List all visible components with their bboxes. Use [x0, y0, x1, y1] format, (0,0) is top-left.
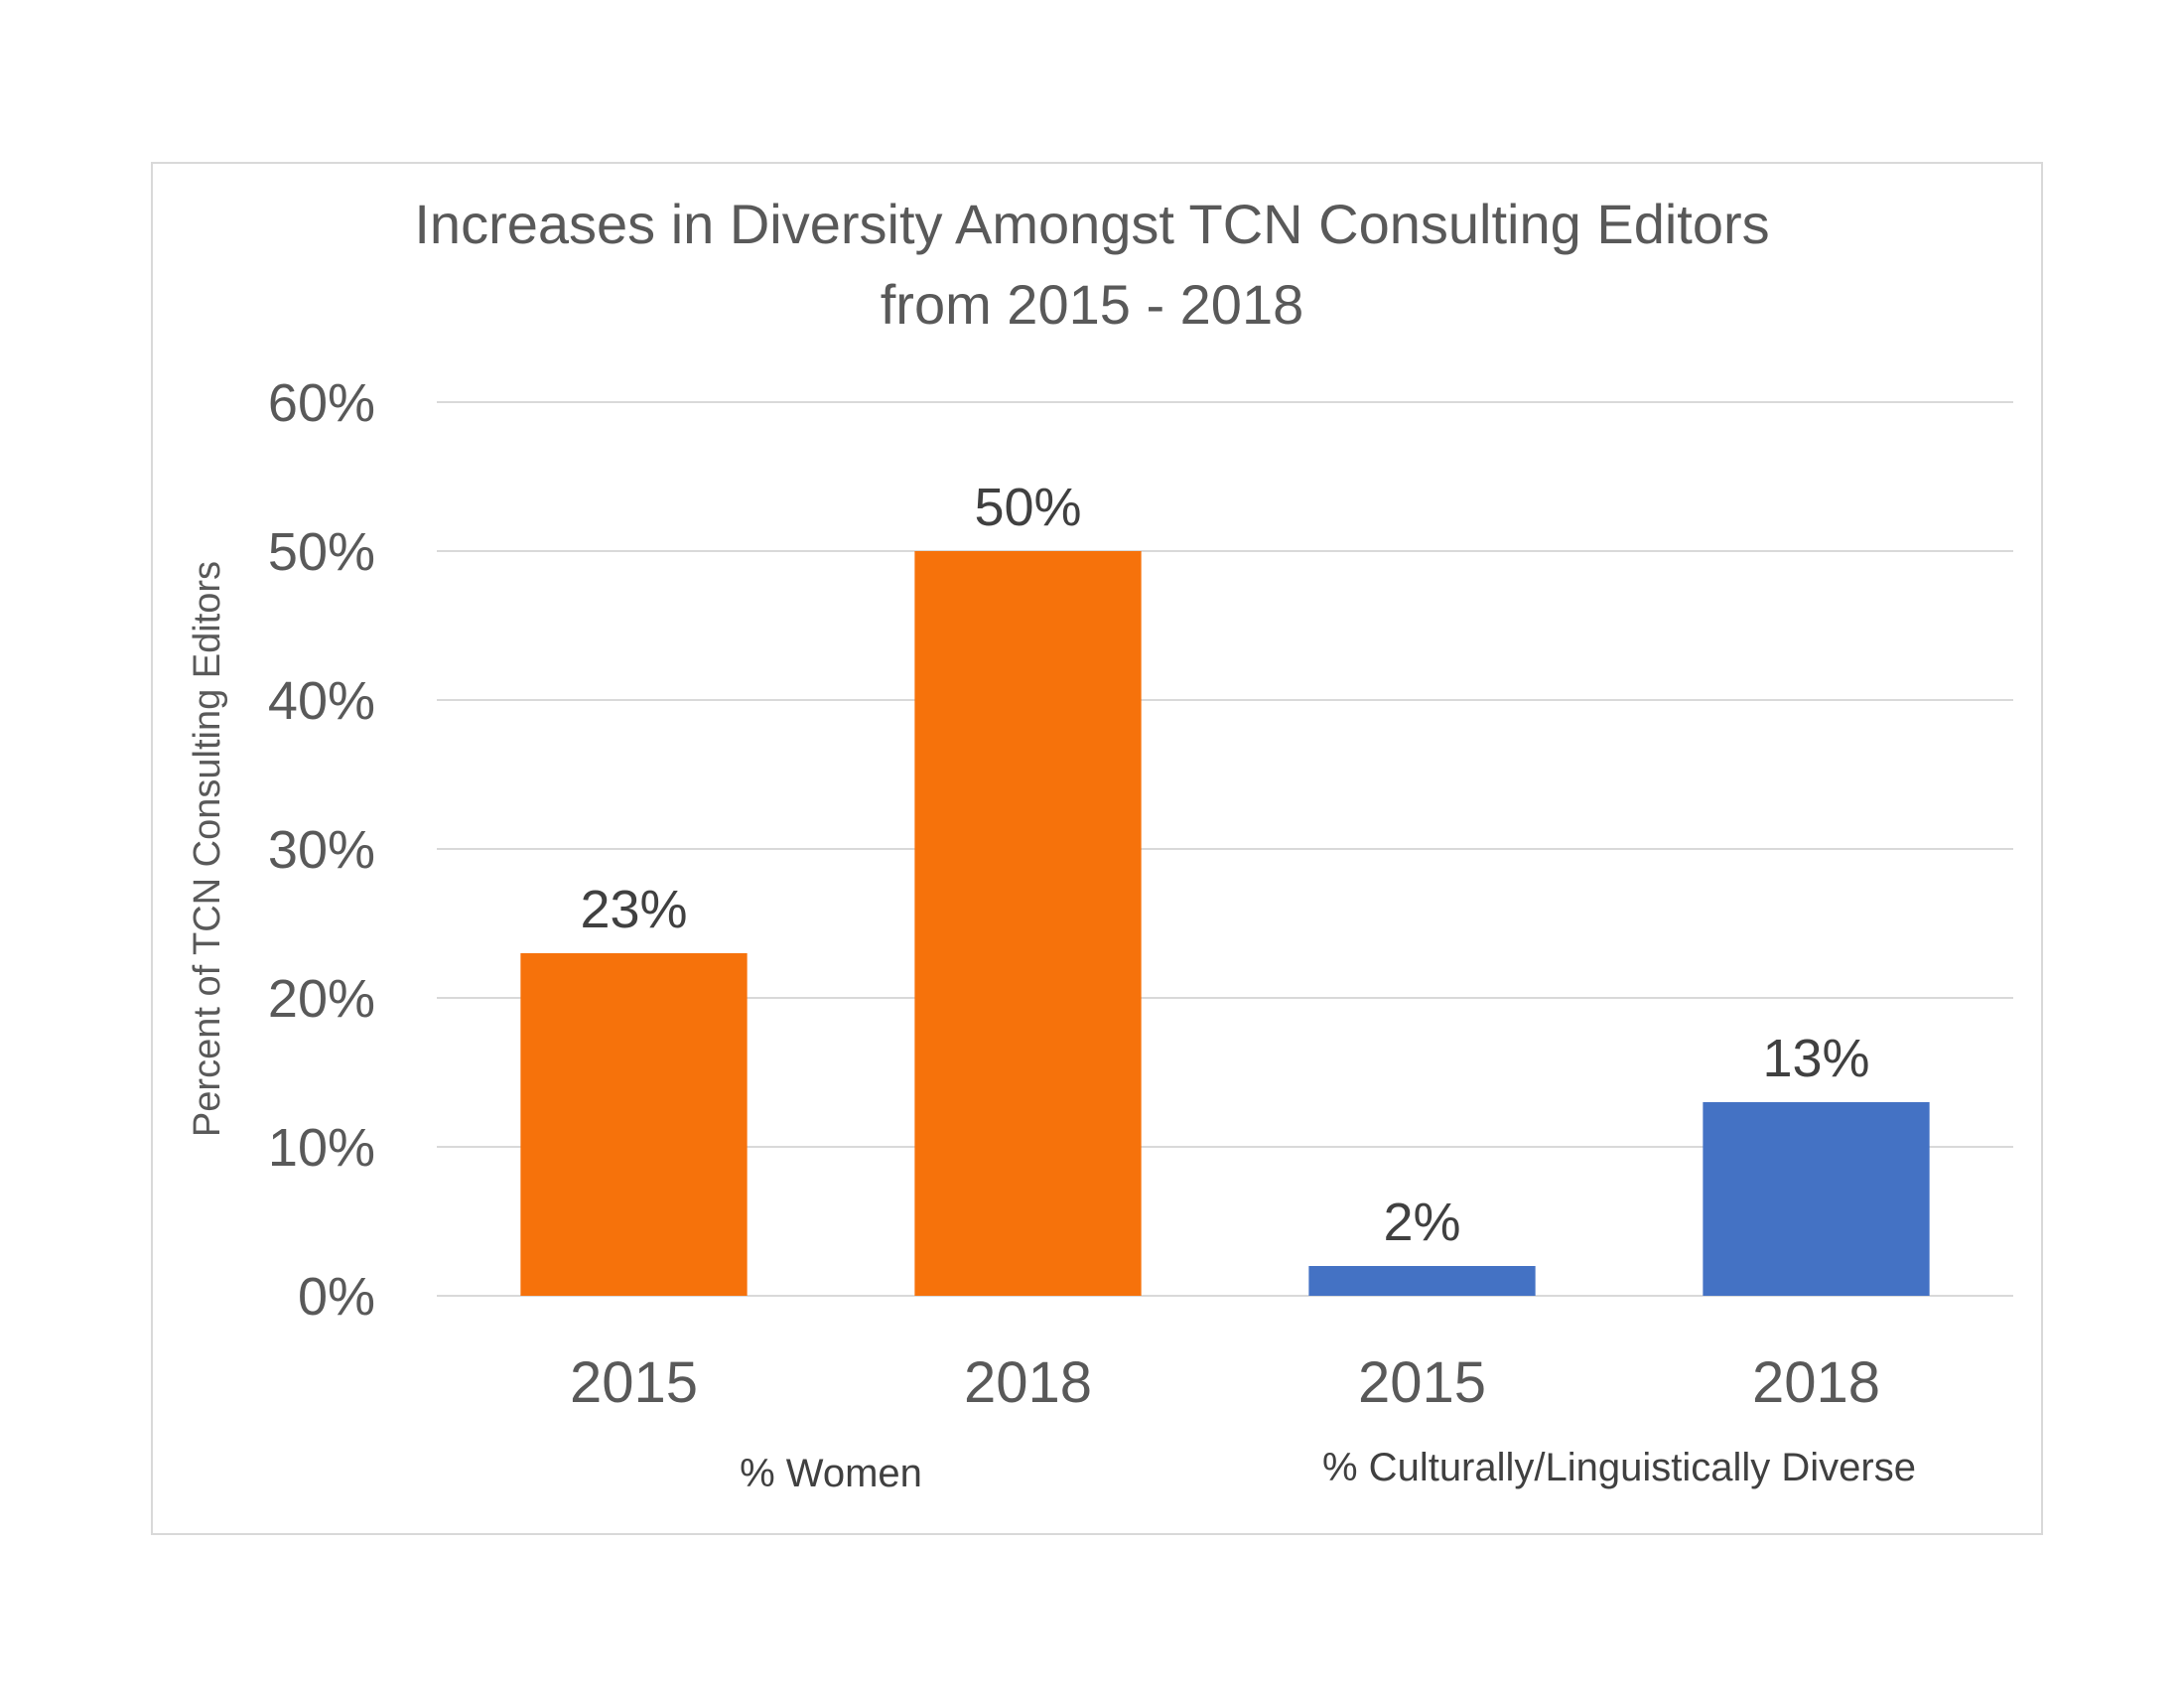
- bars: [520, 551, 1930, 1296]
- data-labels: 23% 50% 2% 13%: [580, 478, 1869, 1252]
- bar: [914, 551, 1142, 1296]
- group-label: % Women: [740, 1452, 922, 1495]
- bar: [520, 953, 748, 1296]
- data-label: 50%: [974, 478, 1081, 537]
- chart-title-line-2: from 2015 - 2018: [881, 273, 1303, 336]
- y-tick-label: 10%: [268, 1118, 375, 1178]
- y-tick-label: 60%: [268, 373, 375, 433]
- y-tick-label: 0%: [298, 1267, 375, 1327]
- category-labels: 2015 2018 2015 2018 % Women % Culturally/Ling…: [570, 1350, 1916, 1495]
- group-label: % Culturally/Linguistically Diverse: [1322, 1446, 1916, 1489]
- category-label: 2018: [1752, 1350, 1880, 1415]
- category-label: 2018: [964, 1350, 1092, 1415]
- y-tick-label: 30%: [268, 820, 375, 880]
- data-label: 13%: [1762, 1029, 1869, 1088]
- data-label: 2%: [1383, 1193, 1460, 1252]
- y-axis-label: Percent of TCN Consulting Editors: [187, 561, 228, 1137]
- data-label: 23%: [580, 880, 687, 939]
- chart-title-line-1: Increases in Diversity Amongst TCN Consu…: [414, 193, 1769, 255]
- y-tick-label: 50%: [268, 522, 375, 582]
- bar: [1308, 1266, 1536, 1296]
- bar: [1703, 1102, 1930, 1296]
- y-tick-label: 20%: [268, 969, 375, 1029]
- y-tick-label: 40%: [268, 671, 375, 731]
- y-tick-labels: 0% 10% 20% 30% 40% 50% 60%: [268, 373, 375, 1327]
- category-label: 2015: [570, 1350, 698, 1415]
- category-label: 2015: [1358, 1350, 1486, 1415]
